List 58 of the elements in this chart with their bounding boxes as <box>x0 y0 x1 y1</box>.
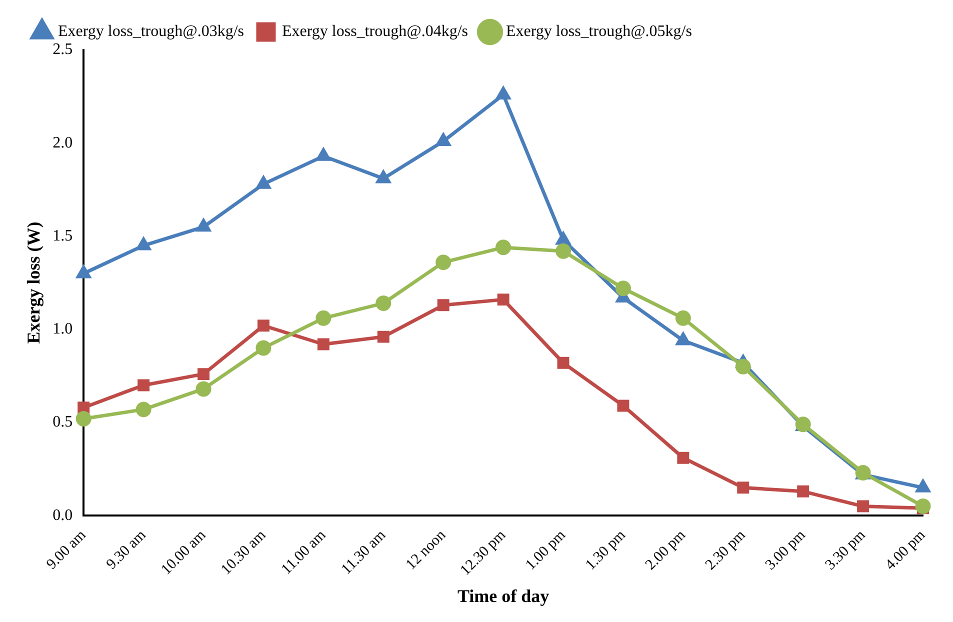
point <box>857 500 870 512</box>
point <box>78 402 90 414</box>
y-tick-label: 0.0 <box>52 506 73 524</box>
point <box>377 330 390 343</box>
point <box>677 452 690 464</box>
y-tick-label: 1.5 <box>52 227 73 244</box>
point <box>675 310 691 326</box>
point <box>496 240 512 256</box>
point <box>257 320 270 332</box>
legend-label: Exergy loss_trough@.03kg/s <box>58 23 244 40</box>
x-tick-label: 3.30 pm <box>822 527 869 574</box>
point <box>737 482 750 494</box>
point <box>256 176 270 189</box>
x-tick-label: 4.00 pm <box>882 527 929 574</box>
point <box>915 498 931 514</box>
x-tick-label: 12 noon <box>403 526 450 574</box>
legend-label: Exergy loss_trough@.05kg/s <box>506 23 692 40</box>
point <box>436 254 452 270</box>
point <box>138 379 150 392</box>
legend-label: Exergy loss_trough@.04kg/s <box>282 23 468 40</box>
point <box>556 243 572 259</box>
point <box>76 411 92 427</box>
point <box>436 134 450 146</box>
point <box>316 148 330 161</box>
point <box>497 294 510 306</box>
point <box>557 356 570 369</box>
point <box>376 296 392 312</box>
point <box>676 332 690 346</box>
x-tick-label: 1.30 pm <box>582 527 630 574</box>
x-tick-label: 9.00 am <box>44 527 90 573</box>
point <box>556 232 570 245</box>
x-tick-label: 9.30 am <box>104 527 150 573</box>
point <box>196 219 210 232</box>
x-tick-label: 2.00 pm <box>642 527 690 574</box>
point <box>797 485 810 498</box>
x-tick-label: 3.00 pm <box>762 527 809 574</box>
x-tick-label: 1.00 pm <box>522 527 570 574</box>
y-tick-label: 1.0 <box>52 320 73 338</box>
point <box>316 310 332 326</box>
point <box>76 266 91 278</box>
point <box>317 338 330 350</box>
y-axis-title: Exergy loss (W) <box>23 222 44 344</box>
point <box>615 280 631 296</box>
point <box>196 381 212 397</box>
point <box>136 238 151 250</box>
point <box>617 400 630 412</box>
point <box>198 368 210 380</box>
point <box>136 402 152 418</box>
y-tick-label: 2.5 <box>52 41 73 58</box>
x-axis-title: Time of day <box>457 586 550 606</box>
point <box>376 170 390 184</box>
y-tick-label: 0.5 <box>52 414 73 431</box>
point <box>437 299 450 312</box>
point <box>496 86 510 100</box>
point <box>256 340 272 356</box>
y-tick-label: 2.0 <box>52 134 73 152</box>
point <box>735 358 751 374</box>
x-tick-label: 2.30 pm <box>702 527 749 574</box>
